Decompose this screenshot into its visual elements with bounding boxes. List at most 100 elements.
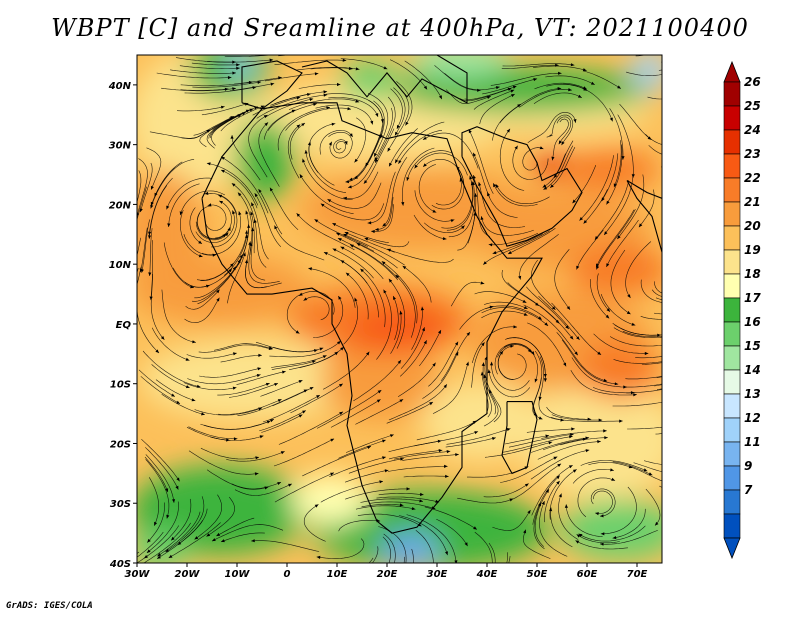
- streamline: [556, 116, 572, 145]
- streamline-arrow: [274, 383, 278, 386]
- streamline-arrow: [222, 234, 227, 238]
- streamline-arrow: [126, 252, 129, 256]
- lon-tick-label: 0: [284, 569, 291, 580]
- streamline-arrow: [627, 294, 631, 298]
- streamline-arrow: [344, 141, 348, 145]
- streamline-arrow: [150, 185, 154, 190]
- streamline: [596, 209, 636, 270]
- streamline: [507, 228, 556, 255]
- streamline: [340, 246, 384, 280]
- coastline: [241, 60, 303, 110]
- streamline: [150, 167, 175, 206]
- streamline-arrow: [474, 431, 479, 435]
- streamline-arrow: [539, 146, 544, 150]
- longitude-axis: 30W 20W 10W 0 10E 20E 30E 40E 50E 60E 70E: [125, 563, 648, 580]
- streamline-arrow: [697, 137, 701, 140]
- latitude-axis: 40N 30N 20N 10N EQ 10S 20S 30S 40S: [108, 81, 137, 570]
- streamline-arrow: [260, 105, 265, 109]
- streamline-arrow: [524, 483, 529, 487]
- streamline-arrow: [405, 121, 409, 126]
- streamline: [484, 374, 496, 415]
- streamline: [204, 192, 237, 215]
- streamline-arrow: [465, 361, 469, 366]
- streamline-arrow: [336, 232, 340, 236]
- streamline: [397, 362, 436, 397]
- streamline-arrow: [578, 533, 583, 537]
- streamline: [343, 233, 405, 266]
- streamline-arrow: [678, 333, 682, 336]
- streamline: [485, 305, 542, 320]
- streamline: [261, 414, 303, 433]
- streamline-arrow: [375, 113, 379, 117]
- streamline: [196, 262, 234, 281]
- streamline: [364, 237, 410, 248]
- streamline: [373, 100, 385, 139]
- streamline-arrow: [232, 60, 236, 64]
- streamline-arrow: [542, 184, 547, 188]
- streamline: [340, 58, 388, 70]
- streamline-arrow: [302, 410, 306, 414]
- streamline: [388, 449, 443, 460]
- streamline-arrow: [232, 386, 237, 390]
- streamline-arrow: [320, 51, 324, 54]
- streamline: [355, 399, 404, 425]
- streamline: [422, 132, 479, 169]
- streamline: [141, 219, 150, 273]
- streamline-arrow: [420, 306, 424, 311]
- streamline-arrow: [212, 538, 216, 542]
- colorbar-swatch: [723, 129, 741, 155]
- streamline-arrow: [721, 363, 725, 366]
- field-region-16: [340, 60, 400, 100]
- streamline-arrow: [277, 399, 282, 403]
- streamline: [538, 392, 565, 421]
- colorbar-swatch: [723, 441, 741, 467]
- streamline-arrow: [381, 261, 386, 265]
- streamline: [389, 59, 428, 90]
- streamline-arrow: [604, 436, 608, 440]
- streamline-arrow: [332, 223, 337, 227]
- colorbar-label: 14: [744, 363, 761, 377]
- streamline-arrow: [473, 152, 477, 157]
- streamline-arrow: [617, 85, 621, 89]
- streamline: [541, 430, 607, 439]
- streamline: [388, 440, 442, 453]
- streamline: [338, 439, 386, 459]
- streamline: [656, 388, 662, 390]
- streamline-arrow: [377, 390, 382, 394]
- streamline: [596, 273, 611, 313]
- streamline: [501, 269, 540, 307]
- streamline: [151, 364, 190, 389]
- streamline-arrow: [227, 227, 231, 231]
- streamline-arrow: [680, 333, 684, 336]
- streamline-arrow: [254, 193, 258, 197]
- streamline-arrow: [613, 183, 617, 188]
- streamline-arrow: [676, 353, 680, 356]
- streamline-arrow: [280, 451, 285, 455]
- streamline: [484, 441, 553, 458]
- streamline: [488, 233, 539, 246]
- streamline: [546, 114, 574, 146]
- streamline-arrow: [446, 450, 451, 454]
- streamline-arrow: [304, 150, 308, 154]
- streamline-arrow: [154, 521, 158, 526]
- streamline: [473, 89, 515, 110]
- streamline: [481, 310, 528, 319]
- streamline: [314, 218, 368, 247]
- streamline-arrow: [302, 158, 306, 163]
- streamline-arrow: [551, 306, 556, 310]
- streamline-arrow: [643, 468, 648, 472]
- streamline: [271, 355, 327, 368]
- streamline-arrow: [323, 90, 328, 94]
- streamline: [290, 383, 343, 414]
- streamline: [194, 494, 222, 540]
- streamline-arrow: [558, 71, 562, 75]
- streamline-arrow: [512, 85, 517, 89]
- streamline: [622, 383, 662, 388]
- streamline-arrow: [330, 438, 335, 442]
- streamline-arrow: [232, 210, 236, 215]
- streamline-arrow: [513, 325, 517, 329]
- streamline-arrow: [690, 289, 694, 292]
- streamline: [278, 411, 344, 445]
- streamline-arrow: [139, 208, 143, 213]
- streamline-arrow: [264, 122, 269, 126]
